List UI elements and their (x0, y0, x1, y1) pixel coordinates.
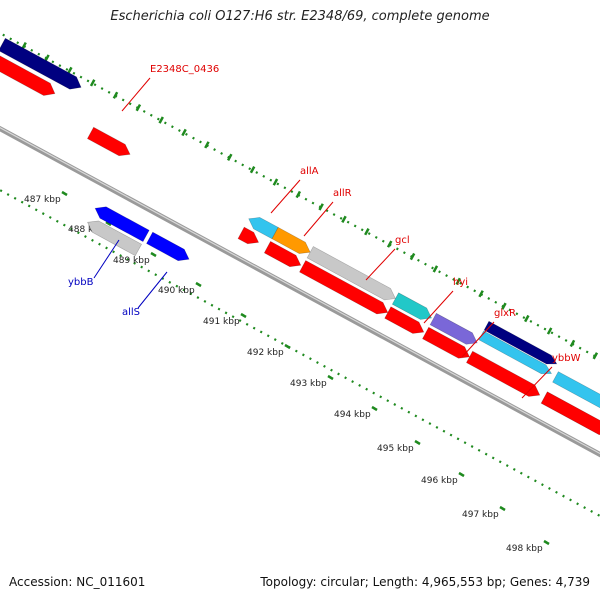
gene-arrow-red (299, 260, 389, 315)
outer-major-tick (249, 166, 256, 174)
inner-major-tick (284, 343, 291, 350)
outer-major-tick (272, 178, 279, 186)
tick-label: 492 kbp (247, 348, 284, 358)
leader-line (93, 239, 120, 279)
gene-arrow-red (86, 126, 131, 157)
outer-major-tick (432, 265, 439, 273)
tick-label: 494 kbp (334, 410, 371, 420)
inner-major-tick (543, 539, 550, 546)
leader-line (270, 179, 301, 214)
gene-arrow-blue (146, 231, 190, 262)
outer-major-tick (364, 228, 370, 236)
gene-arrow-navy (0, 37, 82, 90)
leader-line (121, 77, 151, 112)
inner-major-tick (105, 220, 112, 227)
gene-arrow-light_gray (306, 246, 396, 301)
inner-major-tick (61, 190, 68, 197)
gene-arrow-sky_blue (248, 217, 279, 240)
outer-major-tick (501, 302, 507, 310)
gene-label-allA: allA (300, 166, 319, 177)
tick-label: 493 kbp (290, 379, 327, 389)
gene-arrow-red (465, 350, 541, 397)
outer-major-tick (478, 290, 484, 298)
tick-label: 489 kbp (113, 256, 150, 266)
leader-line (521, 366, 553, 399)
leader-line (461, 321, 495, 358)
gene-arrow-light_gray (87, 220, 143, 257)
outer-major-tick (226, 153, 233, 161)
outer-major-tick (455, 277, 461, 286)
inner-major-tick (240, 312, 247, 319)
inner-major-tick (458, 471, 465, 478)
outer-major-tick (181, 128, 187, 137)
leader-line (303, 201, 334, 237)
gene-label-hyi: hyi (453, 277, 468, 288)
accession-label: Accession: NC_011601 (9, 575, 146, 589)
genome-title: Escherichia coli O127:H6 str. E2348/69, … (110, 9, 490, 24)
gene-label-glxR: glxR (494, 308, 516, 319)
gene-arrow-red (540, 391, 600, 436)
gene-label-E2348C_0436: E2348C_0436 (150, 64, 219, 75)
outer-major-tick (295, 190, 302, 199)
outer-major-tick (546, 327, 553, 335)
gene-arrow-orange (271, 226, 311, 254)
gene-label-allS: allS (122, 307, 140, 318)
outer-tick-ring (0, 31, 600, 361)
genome-summary: Topology: circular; Length: 4,965,553 bp… (260, 575, 590, 589)
tick-label: 488 kbp (68, 225, 105, 235)
inner-major-tick (150, 251, 157, 258)
backbone-highlight (0, 127, 600, 455)
gene-label-allR: allR (333, 188, 352, 199)
genome-backbone (0, 125, 600, 458)
gene-arrow-sky_blue (552, 371, 600, 409)
outer-major-tick (112, 91, 119, 99)
inner-major-tick (371, 405, 378, 412)
outer-major-tick (318, 203, 324, 211)
tick-label: 490 kbp (158, 286, 195, 296)
inner-major-tick (327, 374, 334, 381)
outer-major-tick (409, 252, 416, 261)
tick-label: 495 kbp (377, 444, 414, 454)
gene-arrow-teal (391, 292, 432, 320)
tick-label: 498 kbp (506, 544, 543, 554)
leader-line (137, 271, 168, 309)
gene-arrow-navy (483, 320, 558, 365)
tick-label: 491 kbp (203, 317, 240, 327)
gene-label-ybbW: ybbW (552, 353, 581, 364)
outer-major-tick (569, 339, 576, 348)
leader-line (365, 248, 396, 281)
gene-arrow-red (237, 226, 260, 245)
tick-label: 497 kbp (462, 510, 499, 520)
gene-label-ybbB: ybbB (68, 277, 94, 288)
outer-major-tick (21, 41, 27, 50)
outer-major-tick (44, 54, 50, 62)
outer-major-tick (67, 66, 73, 75)
tick-label: 487 kbp (24, 195, 61, 205)
outer-major-tick (204, 141, 210, 149)
inner-tick-ring (0, 188, 600, 518)
outer-major-tick (158, 116, 164, 124)
inner-major-tick (414, 439, 421, 446)
outer-major-tick (524, 314, 530, 323)
outer-major-tick (341, 215, 347, 223)
gene-arrow-red (422, 326, 470, 359)
inner-major-tick (195, 281, 202, 288)
gene-arrow-blue (94, 206, 150, 243)
outer-major-tick (89, 79, 96, 87)
outer-major-tick (386, 240, 393, 248)
gene-arrow-red (263, 240, 302, 268)
inner-major-tick (499, 505, 506, 512)
outer-major-tick (592, 352, 599, 360)
gene-arrow-red (0, 55, 56, 96)
gene-arrow-purple (429, 312, 478, 345)
leader-line (423, 290, 454, 324)
gene-arrow-red (384, 306, 425, 334)
outer-major-tick (135, 103, 142, 112)
tick-label: 496 kbp (421, 476, 458, 486)
gene-label-gcl: gcl (395, 235, 410, 246)
